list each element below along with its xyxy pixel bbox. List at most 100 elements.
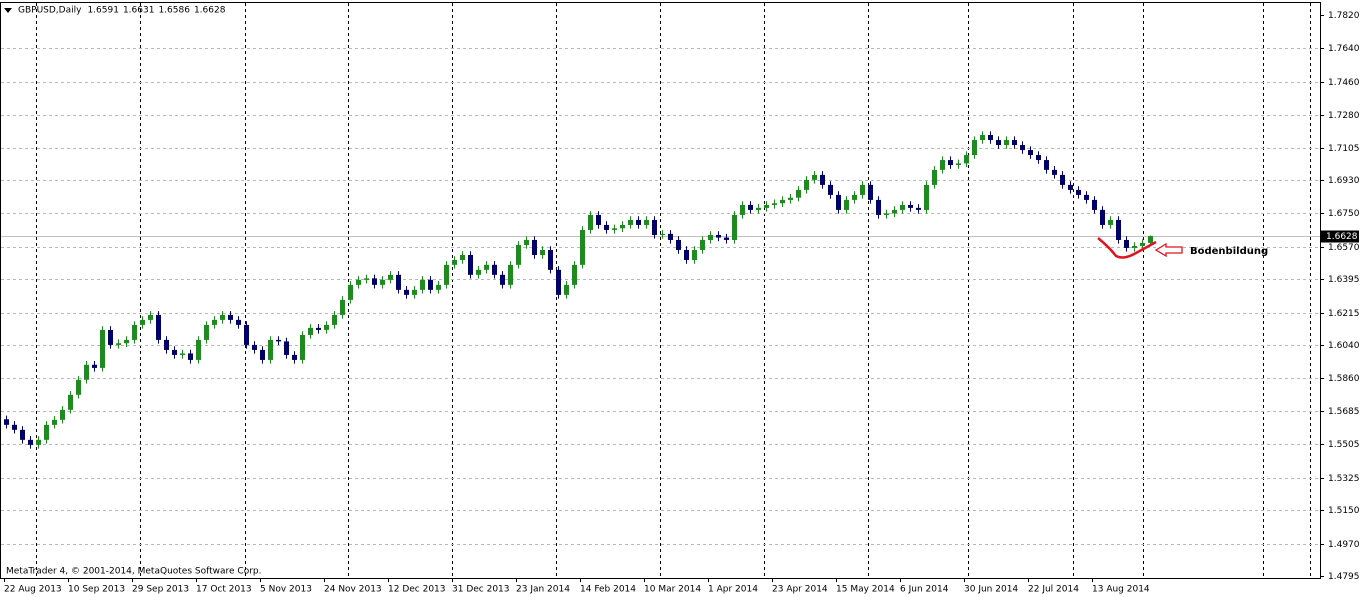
candle-body bbox=[132, 324, 137, 340]
x-tick-label: 13 Aug 2014 bbox=[1092, 585, 1150, 595]
candle-body bbox=[780, 199, 785, 204]
x-tick-label: 1 Apr 2014 bbox=[708, 585, 758, 595]
candle-body bbox=[684, 249, 689, 260]
candle-body bbox=[908, 204, 913, 208]
candles bbox=[4, 131, 1153, 449]
candle-body bbox=[964, 155, 969, 164]
candle-body bbox=[324, 324, 329, 330]
candle-body bbox=[1084, 194, 1089, 200]
candle-body bbox=[404, 289, 409, 295]
candle-body bbox=[644, 219, 649, 225]
candle-body bbox=[284, 341, 289, 355]
candle-body bbox=[444, 264, 449, 285]
candle-body bbox=[1092, 199, 1097, 210]
candle-body bbox=[532, 239, 537, 255]
candle-body bbox=[12, 424, 17, 430]
candle-body bbox=[460, 254, 465, 260]
candle-body bbox=[916, 207, 921, 210]
candle-body bbox=[44, 424, 49, 440]
candle-body bbox=[756, 207, 761, 210]
candle-body bbox=[636, 219, 641, 225]
y-tick-label: 1.4795 bbox=[1328, 572, 1360, 582]
candle-body bbox=[436, 284, 441, 290]
menu-triangle[interactable] bbox=[4, 8, 12, 13]
candle-body bbox=[100, 329, 105, 368]
y-tick-label: 1.5150 bbox=[1328, 506, 1360, 516]
y-tick-label: 1.7640 bbox=[1328, 44, 1360, 54]
candle-body bbox=[748, 204, 753, 210]
candle-body bbox=[700, 239, 705, 250]
y-tick-label: 1.7460 bbox=[1328, 78, 1360, 88]
x-tick-label: 22 Aug 2013 bbox=[4, 585, 62, 595]
candle-body bbox=[1004, 140, 1009, 146]
candle-body bbox=[988, 135, 993, 141]
candle-body bbox=[572, 264, 577, 285]
x-tick-label: 6 Jun 2014 bbox=[900, 585, 949, 595]
candle-body bbox=[500, 274, 505, 285]
y-tick-label: 1.6395 bbox=[1328, 275, 1360, 285]
candle-body bbox=[796, 189, 801, 198]
candle-body bbox=[660, 233, 665, 235]
candle-body bbox=[92, 364, 97, 368]
candle-body bbox=[236, 319, 241, 325]
candle-body bbox=[164, 339, 169, 350]
candle-body bbox=[4, 419, 9, 425]
x-tick-label: 24 Nov 2013 bbox=[324, 585, 382, 595]
x-tick-label: 10 Sep 2013 bbox=[68, 585, 125, 595]
candle-body bbox=[428, 279, 433, 290]
candle-body bbox=[180, 353, 185, 355]
candle-body bbox=[620, 224, 625, 229]
candle-body bbox=[924, 184, 929, 210]
y-tick-label: 1.5325 bbox=[1328, 474, 1360, 484]
ohlc-header: 1.6628 bbox=[194, 6, 226, 16]
candle-body bbox=[836, 194, 841, 210]
candle-body bbox=[292, 354, 297, 360]
candle-body bbox=[20, 429, 25, 440]
candle-body bbox=[140, 319, 145, 325]
candle-body bbox=[828, 184, 833, 195]
candle-body bbox=[244, 324, 249, 345]
candle-body bbox=[764, 204, 769, 208]
candle-body bbox=[676, 239, 681, 250]
candle-body bbox=[1108, 219, 1113, 225]
candle-body bbox=[868, 184, 873, 200]
candle-body bbox=[940, 160, 945, 170]
candle-body bbox=[524, 239, 529, 245]
candle-body bbox=[356, 279, 361, 285]
candle-body bbox=[820, 174, 825, 185]
candle-body bbox=[484, 264, 489, 270]
candle-body bbox=[492, 264, 497, 275]
candle-body bbox=[268, 339, 273, 360]
candle-body bbox=[196, 339, 201, 360]
candle-body bbox=[1076, 189, 1081, 195]
y-tick-label: 1.6040 bbox=[1328, 341, 1360, 351]
candle-body bbox=[516, 244, 521, 265]
candle-body bbox=[252, 344, 257, 350]
candle-body bbox=[812, 174, 817, 180]
candle-body bbox=[212, 319, 217, 325]
chart-title: GBPUSD,Daily bbox=[18, 6, 82, 16]
candle-body bbox=[628, 219, 633, 225]
candle-body bbox=[468, 254, 473, 275]
ohlc-header: 1.6631 bbox=[123, 6, 155, 16]
last-price-box bbox=[1321, 230, 1359, 243]
candle-body bbox=[388, 274, 393, 280]
candle-body bbox=[1012, 140, 1017, 146]
candle-body bbox=[604, 224, 609, 230]
candle-body bbox=[372, 278, 377, 285]
y-tick-label: 1.4970 bbox=[1328, 540, 1360, 550]
candle-body bbox=[220, 314, 225, 320]
candle-body bbox=[1148, 236, 1153, 243]
y-tick-label: 1.6750 bbox=[1328, 209, 1360, 219]
candle-body bbox=[564, 284, 569, 295]
candle-body bbox=[1028, 150, 1033, 156]
candle-body bbox=[876, 199, 881, 215]
candle-body bbox=[1044, 160, 1049, 170]
candle-body bbox=[844, 199, 849, 210]
y-tick-label: 1.7105 bbox=[1328, 144, 1360, 154]
candle-body bbox=[788, 197, 793, 200]
candle-body bbox=[116, 343, 121, 345]
candle-body bbox=[580, 229, 585, 265]
candle-body bbox=[956, 163, 961, 166]
candle-body bbox=[156, 314, 161, 340]
